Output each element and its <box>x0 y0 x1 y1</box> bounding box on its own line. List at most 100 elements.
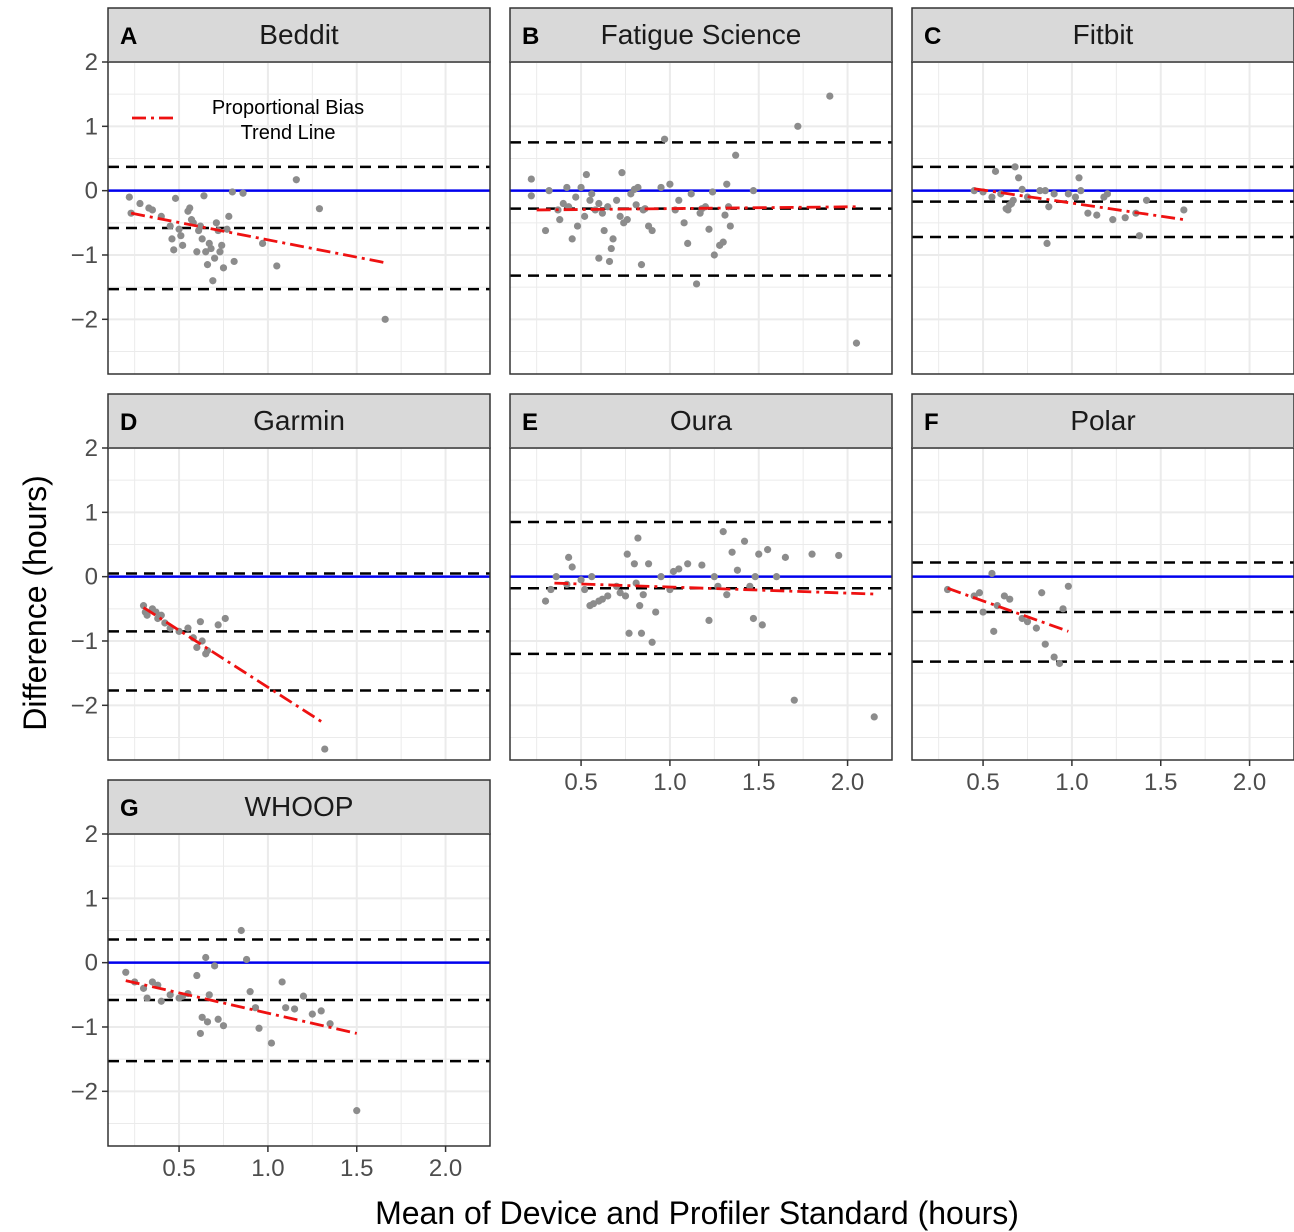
data-point <box>728 548 736 556</box>
data-point <box>184 624 192 632</box>
data-point <box>251 1004 260 1012</box>
data-layer <box>108 572 490 753</box>
data-point <box>237 926 245 935</box>
data-point <box>1142 196 1151 204</box>
panel-whoop: G WHOOP 2 1 0 −1 −2 0.5 1.0 1.5 2.0 <box>71 779 491 1182</box>
data-point <box>652 608 660 616</box>
data-point <box>613 196 621 204</box>
data-point <box>710 573 718 581</box>
data-point <box>1050 653 1058 661</box>
legend: Proportional Bias Trend Line <box>132 97 364 144</box>
data-point <box>1041 640 1049 648</box>
data-point <box>326 1020 334 1028</box>
data-point <box>168 235 176 243</box>
data-point <box>308 1010 316 1018</box>
data-point <box>541 226 550 235</box>
data-point <box>623 550 631 558</box>
data-point <box>607 244 615 253</box>
plot-background <box>510 62 892 374</box>
data-point <box>1050 190 1058 198</box>
panel-strip <box>107 779 491 835</box>
panel-title: Beddit <box>259 19 339 50</box>
data-point <box>202 248 210 256</box>
data-point <box>207 244 215 253</box>
panel-letter: D <box>120 409 137 436</box>
data-point <box>595 199 603 208</box>
x-tick-label: 0.5 <box>966 769 999 796</box>
data-point <box>634 534 642 542</box>
y-tick-label: 1 <box>85 885 98 912</box>
data-point <box>175 225 183 233</box>
y-tick-label: −1 <box>71 628 98 655</box>
data-point <box>660 135 669 143</box>
data-point <box>1032 624 1040 632</box>
data-point <box>577 576 585 584</box>
plot-background <box>108 62 490 374</box>
data-point <box>605 257 614 266</box>
data-point <box>621 592 630 600</box>
data-point <box>698 561 706 569</box>
data-point <box>166 222 174 230</box>
x-axis-title: Mean of Device and Profiler Standard (ho… <box>375 1195 1019 1231</box>
data-point <box>705 225 713 233</box>
data-point <box>136 199 144 208</box>
y-tick-label: 0 <box>85 950 98 977</box>
data-point <box>636 602 644 610</box>
data-point <box>1064 582 1072 590</box>
data-point <box>205 991 213 999</box>
data-point <box>588 190 596 198</box>
data-point <box>975 589 984 597</box>
x-tick-label: 2.0 <box>429 1155 462 1182</box>
y-tick-label: 1 <box>85 113 98 140</box>
data-point <box>161 619 169 627</box>
data-point <box>196 222 204 230</box>
data-point <box>568 563 576 571</box>
data-point <box>193 643 201 652</box>
y-tick-label: 2 <box>85 49 98 76</box>
data-point <box>547 585 555 594</box>
data-point <box>545 187 553 195</box>
x-tick-label: 1.0 <box>251 1155 284 1182</box>
data-layer <box>108 165 490 323</box>
data-point <box>179 241 187 249</box>
data-point <box>299 992 308 1000</box>
data-point <box>723 591 731 599</box>
data-point <box>148 978 157 986</box>
data-point <box>200 192 208 200</box>
data-point <box>211 254 219 262</box>
panel-letter: G <box>120 795 139 822</box>
data-point <box>203 1018 212 1026</box>
data-point <box>216 248 224 256</box>
data-point <box>684 239 692 248</box>
data-point <box>125 193 133 201</box>
x-tick-label: 1.0 <box>653 769 686 796</box>
panel-title: Garmin <box>253 405 345 436</box>
data-point <box>527 192 535 200</box>
data-point <box>772 573 781 581</box>
data-point <box>1071 193 1080 201</box>
data-point <box>586 196 594 204</box>
data-point <box>157 611 165 619</box>
data-point <box>589 600 598 608</box>
y-tick-label: −2 <box>71 692 98 719</box>
data-point <box>680 219 688 227</box>
data-point <box>273 262 281 270</box>
data-point <box>1000 592 1008 600</box>
data-point <box>684 560 692 568</box>
panel-beddit: A Beddit 2 1 0 −1 −2 Proportional Bias Trend Lin… <box>71 7 491 375</box>
legend-label-line2: Trend Line <box>241 122 336 144</box>
panel-border <box>509 61 893 375</box>
data-point <box>581 585 589 594</box>
data-point <box>143 994 151 1002</box>
panel-title: Polar <box>1070 405 1135 436</box>
data-point <box>278 978 286 986</box>
data-point <box>171 194 180 202</box>
data-point <box>604 203 612 211</box>
plot-background <box>510 448 892 760</box>
panel-title: WHOOP <box>245 791 354 822</box>
data-point <box>122 968 130 976</box>
data-point <box>381 315 389 323</box>
data-point <box>1038 589 1046 597</box>
data-point <box>214 1015 222 1023</box>
data-point <box>139 984 148 992</box>
